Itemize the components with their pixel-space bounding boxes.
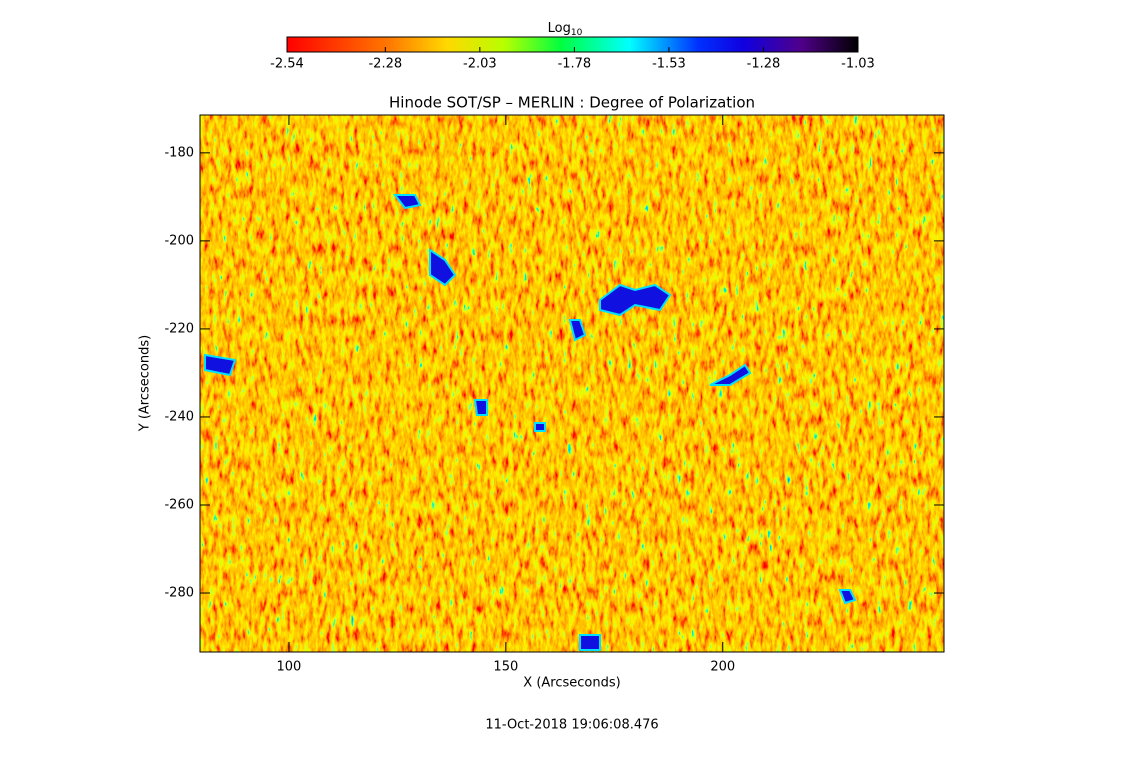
y-tick-label: -200 <box>164 233 194 248</box>
colorbar-tick-label: -1.53 <box>652 57 686 72</box>
x-tick-label: 150 <box>493 660 518 675</box>
x-tick-label: 200 <box>710 660 735 675</box>
colorbar-tick-label: -1.03 <box>841 57 875 72</box>
x-axis-label: X (Arcseconds) <box>523 676 620 691</box>
x-tick-label: 100 <box>277 660 302 675</box>
timestamp: 11-Oct-2018 19:06:08.476 <box>485 718 658 733</box>
strong-polarization-patches <box>204 194 857 651</box>
colorbar-tick-label: -1.28 <box>747 57 781 72</box>
y-axis-label: Y (Arcseconds) <box>138 335 153 432</box>
colorbar-label-base: Log <box>548 21 571 36</box>
plot-frame <box>199 114 945 653</box>
colorbar <box>286 36 859 53</box>
y-tick-label: -240 <box>164 409 194 424</box>
colorbar-tick-label: -2.03 <box>463 57 497 72</box>
colorbar-label-subscript: 10 <box>571 28 583 38</box>
colorbar-tick-label: -2.28 <box>368 57 402 72</box>
chart-title: Hinode SOT/SP – MERLIN : Degree of Polar… <box>389 94 755 112</box>
polarization-image <box>200 115 944 652</box>
colorbar-label: Log10 <box>548 21 583 38</box>
colorbar-tick-label: -1.78 <box>558 57 592 72</box>
colorbar-tick-label: -2.54 <box>270 57 304 72</box>
y-tick-label: -280 <box>164 586 194 601</box>
y-tick-label: -260 <box>164 497 194 512</box>
y-tick-label: -220 <box>164 321 194 336</box>
y-tick-label: -180 <box>164 145 194 160</box>
